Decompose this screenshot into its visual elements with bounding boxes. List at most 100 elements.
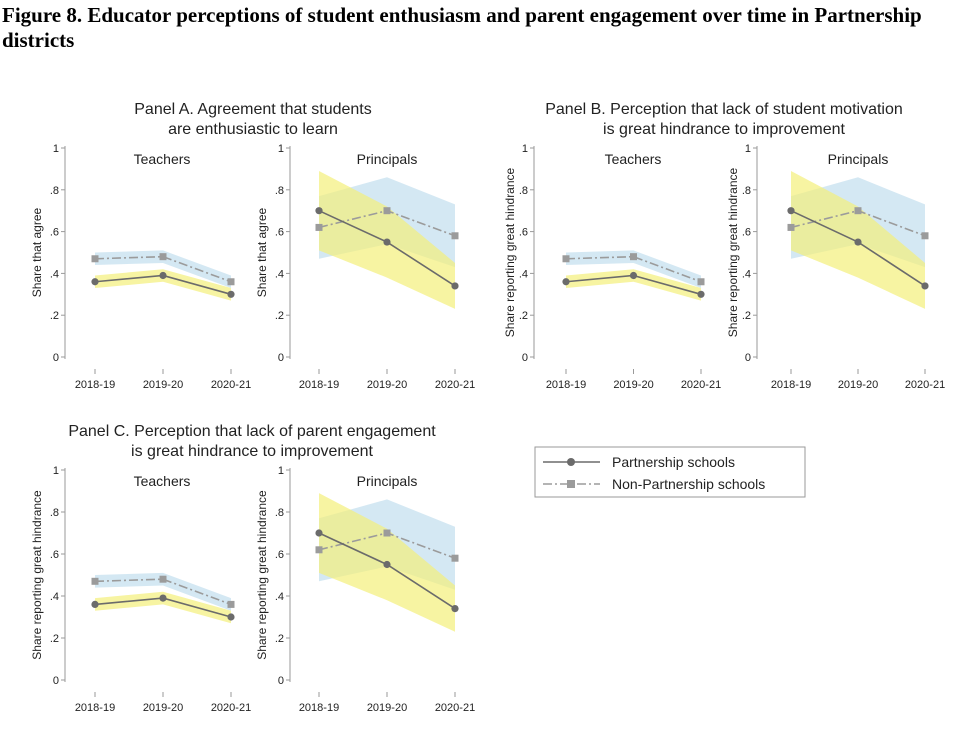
partnership-point [159,594,167,602]
non-partnership-ci-band [95,250,231,289]
partnership-point [315,529,323,537]
non-partnership-point [451,232,459,240]
non-partnership-point [315,546,323,554]
y-tick-label: .2 [519,310,528,322]
subplot-title: Principals [828,151,889,167]
legend-partnership-label: Partnership schools [612,454,735,470]
non-partnership-point [383,529,391,537]
y-tick-label: 1 [278,143,284,155]
legend-partnership-marker [567,458,575,466]
x-tick-label: 2020-21 [905,379,945,391]
y-tick-label: .8 [519,185,528,197]
partnership-ci-band [95,269,231,301]
y-tick-label: .2 [275,310,284,322]
non-partnership-point [159,575,167,583]
y-tick-label: .6 [519,227,528,239]
non-partnership-point [91,255,99,263]
x-tick-label: 2018-19 [546,379,586,391]
y-tick-label: 1 [278,465,284,477]
non-partnership-point [383,207,391,215]
panel-title-line: Panel A. Agreement that students [134,101,372,118]
y-tick-label: 1 [522,143,528,155]
non-partnership-point [562,255,570,263]
y-tick-label: .6 [742,227,751,239]
x-tick-label: 2020-21 [211,379,251,391]
legend-box [534,446,806,498]
y-tick-label: .4 [50,268,59,280]
x-tick-label: 2018-19 [75,379,115,391]
y-tick-label: 0 [522,352,528,364]
x-tick-label: 2019-20 [143,379,183,391]
y-tick-label: .4 [275,268,284,280]
subplot-teachers: 0 .2 .4 .6 .8 1 2018-19 2019-20 2020-21 Share rep… [30,465,251,714]
y-tick-label: 0 [53,352,59,364]
partnership-point [91,600,99,609]
non-partnership-ci-band [566,250,701,289]
y-axis-label: Share reporting great hindrance [726,167,740,337]
partnership-ci-band [95,591,231,624]
non-partnership-point [921,232,929,240]
y-tick-label: .8 [275,507,284,519]
y-tick-label: .6 [50,227,59,239]
y-tick-label: 0 [745,352,751,364]
x-tick-label: 2020-21 [681,379,721,391]
y-tick-label: 1 [53,143,59,155]
x-tick-label: 2018-19 [299,702,339,714]
y-axis-label: Share reporting great hindrance [503,167,517,337]
y-tick-label: 0 [278,675,284,687]
x-tick-label: 2019-20 [613,379,653,391]
non-partnership-point [159,253,167,261]
partnership-point [697,290,705,298]
partnership-point [854,238,862,246]
y-axis-label: Share that agree [255,207,269,297]
panel-title-line: Panel B. Perception that lack of student… [545,101,903,118]
subplot-principals: 0 .2 .4 .6 .8 1 2018-19 2019-20 2020-21 Share rep… [726,143,945,391]
non-partnership-point [854,207,862,215]
partnership-point [451,605,459,613]
y-tick-label: .8 [50,185,59,197]
x-tick-label: 2020-21 [435,702,475,714]
y-tick-label: .4 [275,591,284,603]
y-tick-label: .6 [275,549,284,561]
partnership-point [91,278,99,286]
legend-non-partnership-label: Non-Partnership schools [612,476,765,492]
y-tick-label: .2 [742,310,751,322]
y-tick-label: .4 [519,268,528,280]
x-tick-label: 2018-19 [771,379,811,391]
y-axis-label: Share that agree [30,207,44,297]
subplot-principals: 0 .2 .4 .6 .8 1 2018-19 2019-20 2020-21 Share rep… [255,465,475,714]
non-partnership-point [630,253,637,261]
legend-non-partnership-marker [567,480,575,488]
x-tick-label: 2020-21 [435,379,475,391]
x-tick-label: 2019-20 [367,379,407,391]
panel-b: Panel B. Perception that lack of student… [503,101,945,391]
y-axis-label: Share reporting great hindrance [30,490,44,660]
y-tick-label: .4 [50,591,59,603]
panel-title-line: are enthusiastic to learn [168,121,338,138]
subplot-title: Principals [357,473,418,489]
non-partnership-line [565,255,702,283]
partnership-point [629,271,638,280]
y-tick-label: .6 [275,227,284,239]
non-partnership-point [697,278,705,286]
legend: Partnership schools Non-Partnership scho… [534,446,806,498]
partnership-point [383,238,391,246]
non-partnership-point [91,577,99,585]
y-tick-label: .8 [275,185,284,197]
non-partnership-point [451,554,459,562]
partnership-point [315,207,323,215]
y-axis-label: Share reporting great hindrance [255,490,269,660]
non-partnership-ci-band [95,572,231,611]
y-tick-label: 1 [745,143,751,155]
partnership-point [227,290,235,298]
non-partnership-point [227,278,235,286]
panel-title-line: is great hindrance to improvement [603,121,845,138]
subplot-title: Teachers [134,151,191,167]
x-tick-label: 2019-20 [143,702,183,714]
subplot-title: Teachers [134,473,191,489]
x-tick-label: 2020-21 [211,702,251,714]
y-tick-label: 0 [278,352,284,364]
y-tick-label: .8 [742,185,751,197]
partnership-ci-band [566,269,701,301]
partnership-point [227,613,235,621]
